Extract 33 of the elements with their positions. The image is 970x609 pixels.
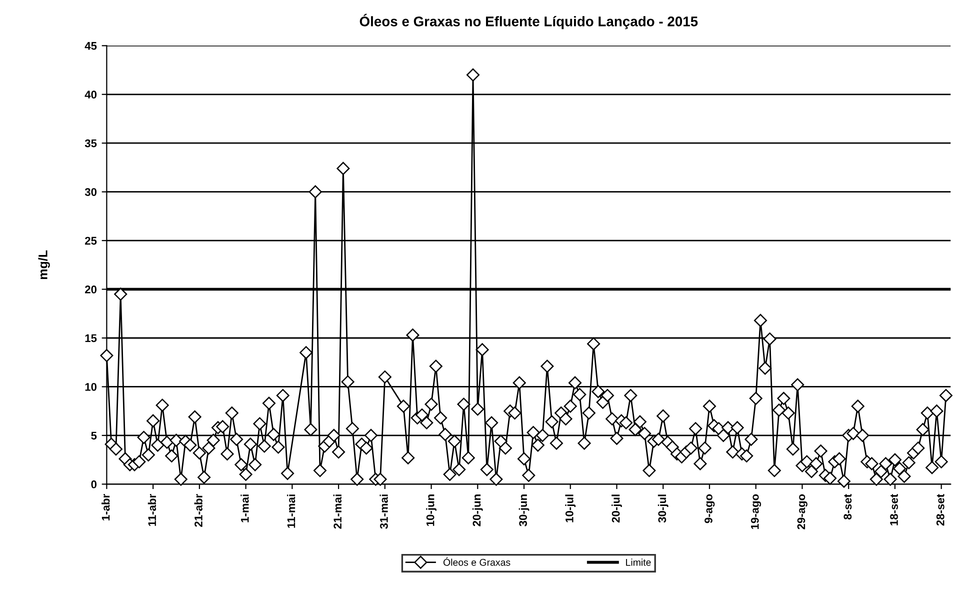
x-tick-label: 30-jul: [658, 494, 668, 523]
y-tick-label: 10: [85, 382, 97, 391]
x-tick-label: 9-ago: [704, 494, 715, 524]
y-tick-label: 15: [85, 334, 97, 342]
x-tick-label: 1-mai: [240, 494, 249, 522]
y-tick-label: 35: [84, 139, 97, 148]
legend-label: Limite: [626, 558, 651, 566]
y-axis-title: mg/L: [38, 250, 50, 280]
y-tick-label: 5: [91, 432, 97, 440]
x-tick-label: 28-set: [936, 494, 944, 526]
x-tick-label: 1-abr: [102, 494, 110, 520]
x-tick-label: 18-set: [890, 494, 898, 526]
x-tick-label: 21-mai: [333, 494, 342, 529]
x-tick-label: 30-jun: [518, 494, 530, 526]
y-tick-label: 30: [84, 188, 97, 196]
x-tick-label: 31-mai: [380, 494, 388, 529]
y-tick-label: 40: [84, 90, 97, 99]
x-tick-label: 21-abr: [194, 494, 202, 527]
x-tick-label: 20-jun: [472, 494, 483, 526]
y-tick-label: 45: [84, 42, 97, 50]
x-tick-label: 10-jun: [426, 494, 436, 526]
y-tick-label: 25: [85, 236, 97, 245]
y-tick-label: 20: [85, 286, 97, 294]
legend-label: Óleos e Graxas: [443, 557, 510, 566]
x-tick-label: 20-jul: [612, 494, 622, 523]
x-tick-label: 11-mai: [286, 494, 296, 528]
x-tick-label: 29-ago: [797, 494, 808, 530]
x-tick-label: 10-jul: [565, 494, 576, 522]
x-tick-label: 11-abr: [148, 494, 156, 526]
y-tick-label: 0: [91, 480, 97, 488]
x-tick-label: 8-set: [844, 494, 852, 520]
x-tick-label: 19-ago: [750, 494, 762, 529]
chart-title: Óleos e Graxas no Efluente Líquido Lançado - 2015: [360, 14, 698, 30]
